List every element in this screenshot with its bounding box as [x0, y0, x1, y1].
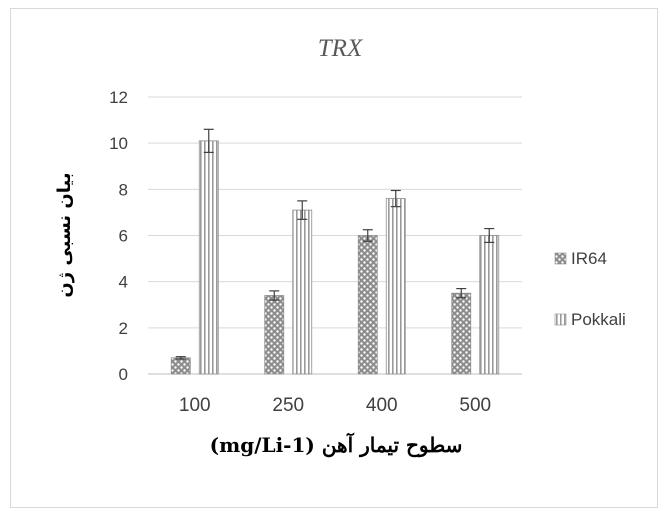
bar-ir64-250 — [264, 295, 285, 375]
bar-ir64-500 — [451, 292, 472, 375]
error-bar-ir64-250 — [269, 290, 280, 301]
y-tick-label: 8 — [119, 180, 128, 199]
chart-title: TRX — [318, 35, 364, 62]
error-bar-pokkali-250 — [297, 200, 308, 220]
error-bar-ir64-400 — [362, 229, 373, 242]
y-tick-labels: 0 2 4 6 8 10 12 — [109, 88, 128, 384]
legend-item-ir64: IR64 — [554, 249, 607, 268]
legend: IR64 Pokkali — [554, 249, 626, 329]
error-bar-pokkali-500 — [484, 227, 495, 244]
y-tick-label: 6 — [119, 227, 128, 246]
bar-pokkali-100 — [198, 140, 219, 375]
bar-pokkali-500 — [479, 235, 500, 375]
y-tick-label: 10 — [109, 134, 128, 153]
error-bar-ir64-100 — [175, 356, 186, 360]
legend-label: Pokkali — [571, 310, 626, 329]
y-tick-label: 4 — [119, 273, 128, 292]
legend-label: IR64 — [571, 249, 607, 268]
y-tick-label: 12 — [109, 88, 128, 107]
legend-item-pokkali: Pokkali — [554, 310, 626, 329]
y-tick-label: 0 — [119, 365, 128, 384]
error-bar-pokkali-100 — [203, 128, 214, 153]
legend-swatch — [554, 313, 567, 326]
error-bar-pokkali-400 — [390, 189, 401, 208]
x-tick-label: 400 — [366, 395, 398, 416]
bar-pokkali-250 — [292, 209, 313, 375]
legend-swatch — [554, 252, 567, 265]
chart-frame — [10, 8, 658, 508]
bar-ir64-400 — [357, 235, 378, 375]
x-tick-label: 250 — [272, 395, 304, 416]
y-axis-label: بیان نسبی ژن — [54, 172, 75, 297]
y-tick-label: 2 — [119, 319, 128, 338]
x-tick-label: 100 — [179, 395, 211, 416]
error-bars — [175, 128, 495, 360]
x-tick-labels: 100 250 400 500 — [179, 395, 491, 416]
bars — [170, 140, 500, 375]
bar-pokkali-400 — [385, 198, 406, 375]
x-axis-label: سطوح تیمار آهن (mg/Li-1) — [210, 432, 463, 458]
x-tick-label: 500 — [459, 395, 491, 416]
error-bar-ir64-500 — [456, 287, 467, 299]
bar-ir64-100 — [170, 357, 191, 375]
